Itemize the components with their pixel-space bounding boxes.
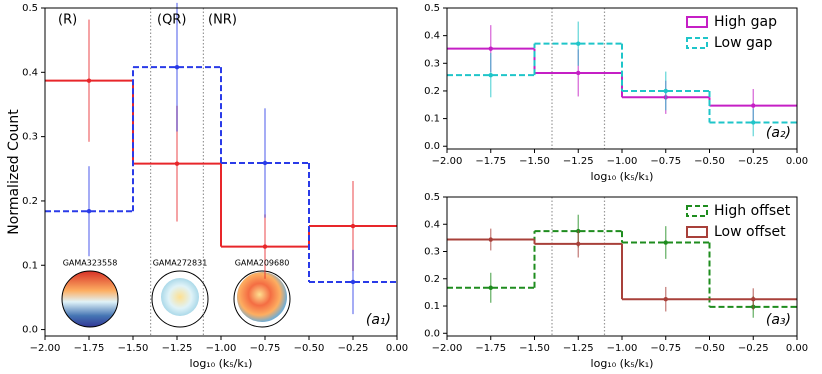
y-tick-label: 0.4 — [424, 31, 440, 42]
x-tick-label: −1.00 — [607, 156, 638, 167]
x-tick-label: −0.75 — [250, 343, 281, 354]
x-axis-label: log₁₀ (k₅/k₁) — [190, 357, 253, 370]
region-label: (NR) — [208, 13, 237, 28]
x-tick-label: −0.50 — [694, 156, 725, 167]
x-tick-label: −1.25 — [563, 343, 594, 354]
point — [751, 103, 756, 108]
point — [663, 297, 668, 302]
x-tick-label: −0.25 — [738, 343, 769, 354]
x-tick-label: −0.25 — [738, 156, 769, 167]
y-tick-label: 0.0 — [424, 328, 440, 339]
point — [86, 78, 92, 83]
legend-label: High offset — [714, 203, 791, 219]
x-tick-label: −1.00 — [607, 343, 638, 354]
galaxy-id: GAMA323558 — [63, 259, 118, 268]
point — [262, 160, 268, 166]
x-tick-label: −1.75 — [475, 156, 506, 167]
point — [488, 237, 493, 242]
point — [86, 209, 92, 214]
x-tick-label: −1.00 — [206, 343, 237, 354]
y-tick-label: 0.4 — [424, 219, 440, 230]
point — [488, 46, 493, 51]
y-tick-label: 0.4 — [22, 67, 38, 78]
point — [350, 279, 356, 285]
point — [663, 240, 668, 245]
x-tick-label: 0.00 — [786, 343, 808, 354]
y-tick-label: 0.5 — [22, 3, 38, 14]
x-tick-label: −2.00 — [432, 156, 463, 167]
y-tick-label: 0.1 — [424, 114, 440, 125]
x-tick-label: −0.75 — [650, 343, 681, 354]
plot-frame — [44, 7, 398, 337]
panel-label: (a₁) — [366, 312, 391, 328]
y-tick-label: 0.2 — [424, 274, 440, 285]
x-tick-label: −0.75 — [650, 156, 681, 167]
x-tick-label: −1.50 — [519, 343, 550, 354]
point — [751, 120, 756, 125]
y-tick-label: 0.3 — [22, 132, 38, 143]
point — [663, 88, 668, 94]
point — [174, 64, 180, 70]
x-axis-label: log₁₀ (k₅/k₁) — [591, 357, 654, 370]
plot-frame — [446, 196, 798, 337]
y-tick-label: 0.2 — [424, 86, 440, 97]
y-tick-label: 0.3 — [424, 247, 440, 258]
y-tick-label: 0.5 — [424, 192, 440, 203]
y-tick-label: 0.1 — [424, 301, 440, 312]
legend-swatch — [686, 37, 708, 49]
point — [576, 70, 581, 76]
x-tick-label: −1.25 — [162, 343, 193, 354]
legend-label: Low gap — [714, 35, 772, 51]
x-tick-label: 0.00 — [386, 343, 408, 354]
galaxy-map — [161, 278, 199, 316]
point — [751, 297, 756, 302]
y-tick-label: 0.3 — [424, 58, 440, 69]
region-label: (QR) — [157, 13, 186, 28]
panel-label: (a₂) — [766, 125, 791, 141]
x-tick-label: −2.00 — [432, 343, 463, 354]
point — [174, 161, 180, 166]
x-tick-label: −0.25 — [338, 343, 369, 354]
galaxy-images — [61, 270, 291, 328]
x-tick-label: −0.50 — [294, 343, 325, 354]
y-tick-label: 0.1 — [22, 260, 38, 271]
point — [488, 285, 493, 290]
plot-frame — [446, 7, 798, 150]
x-tick-label: −1.75 — [475, 343, 506, 354]
x-tick-label: −1.75 — [74, 343, 105, 354]
x-tick-label: −0.50 — [694, 343, 725, 354]
x-tick-label: −1.25 — [563, 156, 594, 167]
legend-swatch — [686, 226, 708, 238]
point — [262, 244, 268, 249]
y-tick-label: 0.0 — [424, 141, 440, 152]
point — [576, 241, 581, 247]
region-label: (R) — [58, 13, 77, 28]
panel-label: (a₃) — [766, 312, 791, 328]
point — [576, 41, 581, 46]
galaxy-id: GAMA209680 — [235, 259, 290, 268]
legend-swatch — [686, 205, 708, 217]
galaxy-id: GAMA272831 — [153, 259, 208, 268]
y-tick-label: 0.5 — [424, 3, 440, 14]
legend-swatch — [686, 16, 708, 28]
y-axis-label: Normalized Count — [6, 109, 22, 235]
legend-label: Low offset — [714, 224, 786, 240]
x-tick-label: −1.50 — [519, 156, 550, 167]
point — [350, 223, 356, 229]
point — [488, 72, 493, 78]
y-tick-label: 0.2 — [22, 196, 38, 207]
legend-label: High gap — [714, 14, 777, 30]
x-tick-label: −2.00 — [30, 343, 61, 354]
galaxy-map — [237, 272, 287, 322]
x-tick-label: −1.50 — [118, 343, 149, 354]
x-tick-label: 0.00 — [786, 156, 808, 167]
x-axis-label: log₁₀ (k₅/k₁) — [591, 170, 654, 183]
y-tick-label: 0.0 — [22, 325, 38, 336]
galaxy-map — [61, 270, 119, 328]
